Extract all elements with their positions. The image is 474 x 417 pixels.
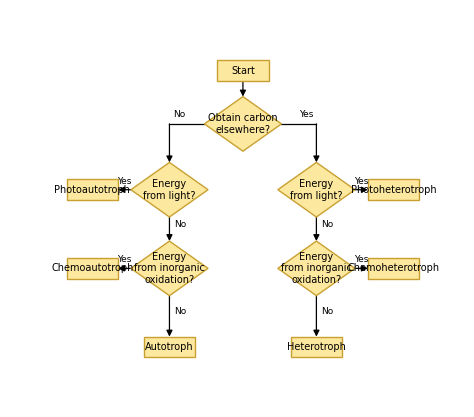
Text: Photoautotroph: Photoautotroph (55, 185, 130, 195)
Polygon shape (131, 241, 208, 296)
Text: No: No (321, 307, 333, 316)
Text: Photoheterotroph: Photoheterotroph (351, 185, 437, 195)
FancyBboxPatch shape (66, 258, 118, 279)
Text: No: No (174, 307, 186, 316)
FancyBboxPatch shape (368, 258, 419, 279)
Text: No: No (174, 220, 186, 229)
Text: Yes: Yes (117, 255, 132, 264)
Text: Chemoautotroph: Chemoautotroph (51, 264, 134, 274)
Polygon shape (131, 163, 208, 217)
Text: Energy
from inorganic
oxidation?: Energy from inorganic oxidation? (281, 252, 352, 285)
Text: Yes: Yes (354, 176, 369, 186)
Text: No: No (173, 110, 186, 119)
Text: Autotroph: Autotroph (145, 342, 194, 352)
Text: Yes: Yes (354, 255, 369, 264)
FancyBboxPatch shape (368, 179, 419, 200)
Text: Heterotroph: Heterotroph (287, 342, 346, 352)
Text: Energy
from light?: Energy from light? (143, 179, 196, 201)
Text: Yes: Yes (299, 110, 313, 119)
FancyBboxPatch shape (291, 337, 342, 357)
Text: Energy
from inorganic
oxidation?: Energy from inorganic oxidation? (134, 252, 205, 285)
Text: Chemoheterotroph: Chemoheterotroph (347, 264, 439, 274)
Polygon shape (278, 163, 355, 217)
Polygon shape (204, 97, 282, 151)
Text: Yes: Yes (117, 176, 132, 186)
Text: Obtain carbon
elsewhere?: Obtain carbon elsewhere? (208, 113, 278, 135)
Text: Energy
from light?: Energy from light? (290, 179, 343, 201)
Text: No: No (321, 220, 333, 229)
Polygon shape (278, 241, 355, 296)
Text: Start: Start (231, 66, 255, 76)
FancyBboxPatch shape (66, 179, 118, 200)
FancyBboxPatch shape (217, 60, 269, 81)
FancyBboxPatch shape (144, 337, 195, 357)
